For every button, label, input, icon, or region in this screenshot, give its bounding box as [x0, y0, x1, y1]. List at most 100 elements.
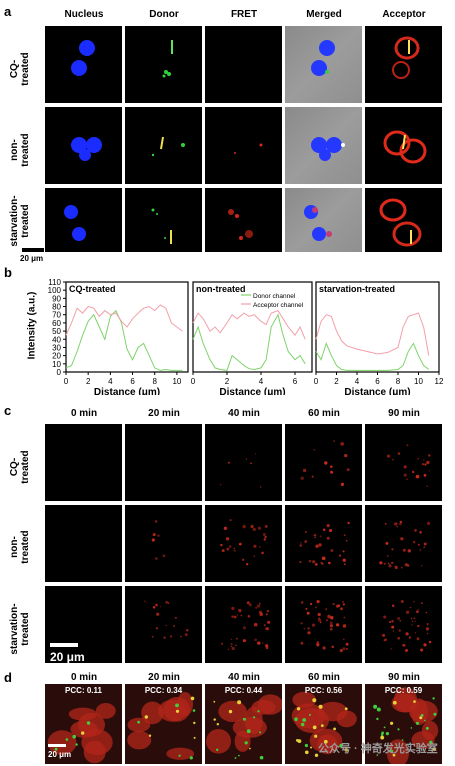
chart-title-1: non-treated	[196, 284, 246, 294]
tile-d-2: PCC: 0.44	[205, 684, 282, 764]
tile-c-non-2	[205, 505, 282, 582]
y-tick-label-0: 80	[52, 303, 61, 312]
tile-c-cq-4	[365, 424, 442, 501]
y-tick-label-0: 0	[57, 368, 62, 377]
tile-c-cq-1	[125, 424, 202, 501]
tile-c-non-3	[285, 505, 362, 582]
pcc-value: PCC: 0.44	[224, 686, 263, 695]
tile-d-0: PCC: 0.11	[45, 684, 122, 764]
series-line-1-0	[192, 313, 306, 371]
series-line-0-0	[65, 309, 183, 371]
x-tick-label-0: 4	[108, 377, 113, 386]
tile-c-non-4	[365, 505, 442, 582]
x-tick-label-1: 0	[191, 377, 196, 386]
scale-bar-a	[22, 248, 44, 252]
pcc-value: PCC: 0.34	[144, 686, 183, 695]
tile-c-starv-0	[45, 586, 122, 663]
y-tick-label-0: 70	[52, 311, 61, 320]
x-tick-label-0: 10	[172, 377, 181, 386]
tile-c-starv-2	[205, 586, 282, 663]
col-header-merged: Merged	[306, 9, 342, 20]
x-tick-label-1: 6	[293, 377, 298, 386]
tile-a-starv-nucleus	[45, 188, 122, 252]
d-col-0: 0 min	[70, 672, 98, 683]
d-col-60: 60 min	[308, 672, 340, 683]
y-tick-label-0: 50	[52, 327, 61, 336]
x-tick-label-2: 4	[355, 377, 360, 386]
tile-a-non-merged	[285, 107, 362, 184]
tile-a-starv-merged	[285, 188, 362, 252]
tile-d-4: PCC: 0.59	[365, 684, 442, 764]
scale-bar-d-label: 20 μm	[48, 750, 72, 759]
panel-b-label: b	[4, 265, 12, 280]
x-axis-title-1: Distance (μm)	[219, 387, 285, 395]
x-tick-label-2: 8	[396, 377, 401, 386]
x-tick-label-0: 8	[153, 377, 158, 386]
x-axis-title-2: Distance (μm)	[344, 387, 410, 395]
watermark: 公众号 · 神奇发光实验室	[318, 743, 438, 755]
tile-a-starv-donor	[125, 188, 202, 252]
c-row-label-starvation: starvation-treated	[9, 603, 31, 655]
tile-c-cq-2	[205, 424, 282, 501]
scale-bar-c-label: 20 μm	[50, 650, 85, 664]
tile-a-non-donor	[125, 107, 202, 184]
x-tick-label-1: 4	[259, 377, 264, 386]
series-line-1-1	[192, 309, 306, 340]
col-header-acceptor: Acceptor	[382, 9, 426, 20]
x-tick-label-2: 12	[435, 377, 444, 386]
tile-a-cq-fret	[205, 26, 282, 103]
x-tick-label-2: 2	[334, 377, 339, 386]
tile-a-cq-acceptor	[365, 26, 442, 103]
tile-a-cq-nucleus	[45, 26, 122, 103]
c-col-0: 0 min	[70, 408, 98, 419]
tile-a-starv-fret	[205, 188, 282, 252]
pcc-value: PCC: 0.11	[65, 686, 102, 695]
c-row-label-non: non-treated	[9, 530, 31, 564]
pcc-value: PCC: 0.59	[384, 686, 423, 695]
tile-c-starv-3	[285, 586, 362, 663]
col-header-nucleus: Nucleus	[64, 9, 104, 20]
tile-c-cq-3	[285, 424, 362, 501]
legend-label-0: Donor channel	[253, 293, 296, 300]
y-tick-label-0: 110	[48, 278, 61, 287]
tile-a-cq-merged	[285, 26, 362, 103]
tile-a-non-nucleus	[45, 107, 122, 184]
panel-a-label: a	[4, 4, 12, 19]
row-label-starvation: starvation-treated	[9, 195, 31, 247]
d-col-40: 40 min	[228, 672, 260, 683]
y-tick-label-0: 100	[48, 286, 62, 295]
x-tick-label-2: 6	[375, 377, 380, 386]
tile-c-non-0	[45, 505, 122, 582]
tile-a-cq-donor	[125, 26, 202, 103]
d-col-90: 90 min	[388, 672, 420, 683]
legend-label-1: Acceptor channel	[253, 302, 304, 309]
y-tick-label-0: 90	[52, 294, 61, 303]
row-label-cq: CQ-treated	[9, 52, 31, 86]
y-tick-label-0: 20	[52, 352, 61, 361]
c-col-90: 90 min	[388, 408, 420, 419]
x-tick-label-0: 6	[130, 377, 135, 386]
y-tick-label-0: 40	[52, 335, 61, 344]
tile-c-starv-1	[125, 586, 202, 663]
tile-a-non-acceptor	[365, 107, 442, 184]
row-label-non: non-treated	[9, 133, 31, 167]
panel-d-label: d	[4, 670, 12, 685]
tile-d-1: PCC: 0.34	[125, 684, 202, 764]
c-col-60: 60 min	[308, 408, 340, 419]
panel-c-label: c	[4, 403, 12, 418]
tile-d-3: PCC: 0.56	[285, 684, 362, 764]
c-col-40: 40 min	[228, 408, 260, 419]
x-tick-label-0: 2	[86, 377, 91, 386]
series-line-2-1	[315, 312, 430, 356]
x-tick-label-0: 0	[64, 377, 69, 386]
x-tick-label-1: 2	[225, 377, 230, 386]
series-line-2-0	[315, 341, 430, 371]
y-tick-label-0: 60	[52, 319, 61, 328]
x-tick-label-2: 0	[314, 377, 319, 386]
plot-frame-0	[65, 281, 189, 373]
d-col-20: 20 min	[148, 672, 180, 683]
scale-bar-c	[50, 643, 78, 647]
col-header-fret: FRET	[230, 9, 258, 20]
series-line-0-1	[65, 304, 183, 336]
